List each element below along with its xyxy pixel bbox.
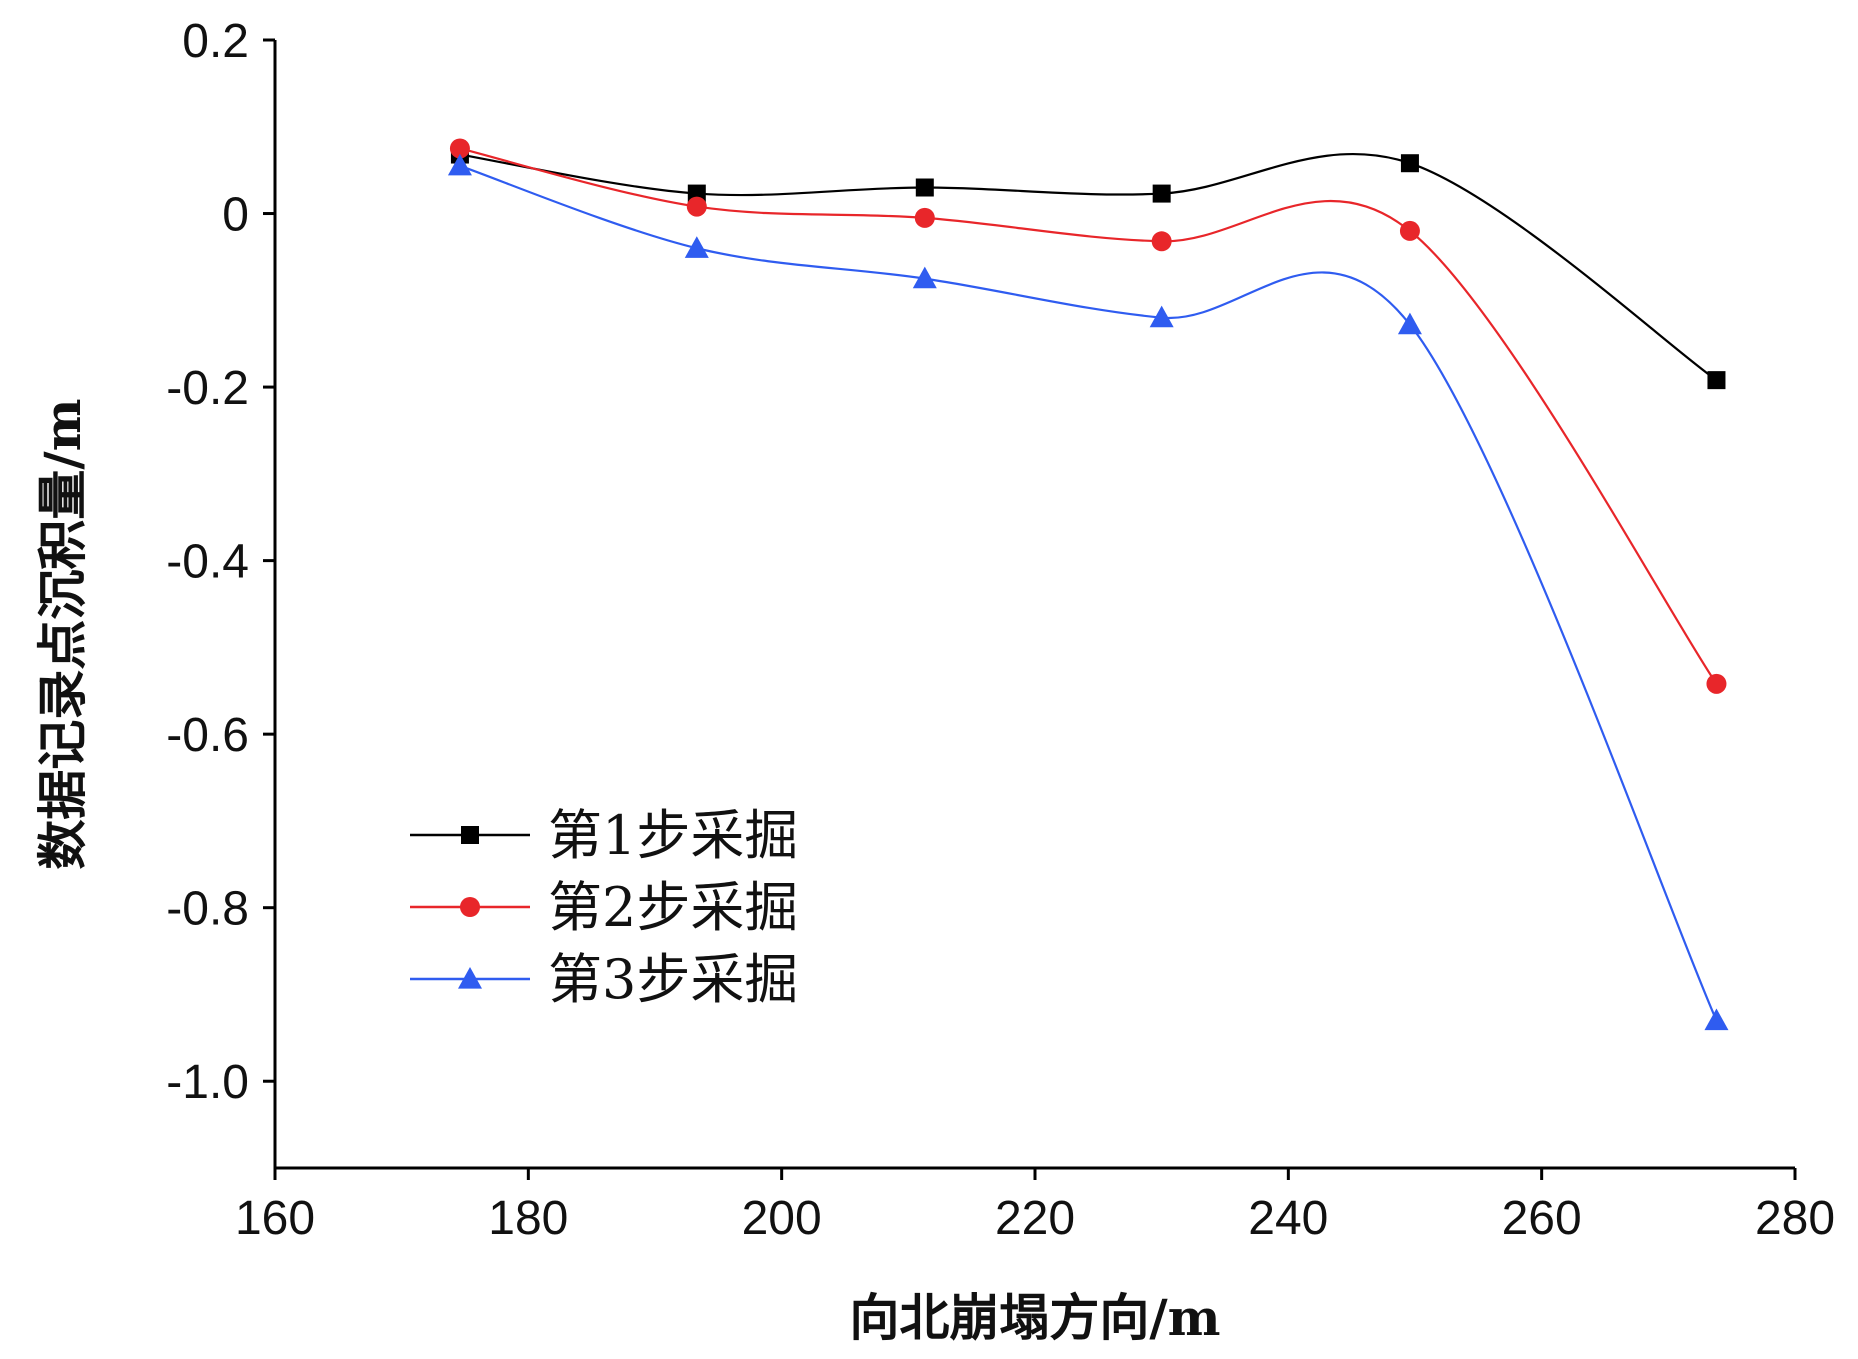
data-point [1151,231,1172,252]
legend-marker [458,967,482,989]
y-tick-label: -0.6 [166,709,249,762]
legend-item: 第1步采掘 [410,804,798,867]
data-point [914,207,935,228]
series-layer [447,138,1729,1031]
y-tick-label: -0.8 [166,883,249,936]
series-1 [450,145,1726,390]
legend-item: 第2步采掘 [410,876,798,939]
y-tick-label: 0 [222,189,249,242]
y-tick-label: -0.4 [166,536,249,589]
y-tick-label: -1.0 [166,1056,249,1109]
data-point [1399,220,1420,241]
data-point [1400,154,1419,173]
legend-label: 第2步采掘 [548,876,798,939]
y-axis-title: 数据记录点沉积量/m [33,398,92,869]
x-tick-label: 280 [1755,1192,1835,1245]
legend-label: 第1步采掘 [548,804,798,867]
series-3 [447,153,1729,1031]
legend-label: 第3步采掘 [548,948,798,1011]
data-point [686,196,707,217]
data-point [1706,673,1727,694]
series-line [459,147,1718,685]
x-tick-label: 240 [1248,1192,1328,1245]
data-point [684,236,709,258]
x-tick-label: 160 [235,1192,315,1245]
data-point [1149,305,1174,328]
series-line [459,153,1718,382]
series-2 [449,138,1727,694]
axes: 160 180 200 220 240 260 280 0.2 0 -0.2 -0.4 -0.6 -0.… [166,15,1835,1245]
x-tick-label: 200 [742,1192,822,1245]
data-point [1707,371,1726,390]
data-point [447,153,472,176]
data-point [915,178,934,197]
x-tick-label: 220 [995,1192,1075,1245]
y-tick-label: 0.2 [182,15,249,68]
data-point [1397,312,1422,335]
data-point [449,138,470,159]
x-tick-label: 180 [488,1192,568,1245]
legend-marker [461,826,479,844]
legend-marker [460,897,480,917]
data-point [1152,184,1171,203]
x-tick-label: 260 [1502,1192,1582,1245]
data-point [912,266,937,289]
y-tick-label: -0.2 [166,362,249,415]
x-axis-title: 向北崩塌方向/m [849,1288,1220,1347]
data-point [1704,1008,1729,1031]
legend-item: 第3步采掘 [410,948,798,1011]
